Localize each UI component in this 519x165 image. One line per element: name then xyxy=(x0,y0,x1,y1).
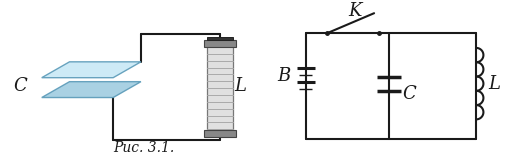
FancyBboxPatch shape xyxy=(208,47,233,130)
FancyBboxPatch shape xyxy=(204,40,236,47)
FancyBboxPatch shape xyxy=(204,130,236,137)
Text: B: B xyxy=(277,67,291,85)
Polygon shape xyxy=(42,82,141,98)
Text: L: L xyxy=(234,77,246,95)
Text: C: C xyxy=(402,85,416,103)
Text: K: K xyxy=(348,2,362,20)
Text: Рис. 3.1.: Рис. 3.1. xyxy=(113,141,174,155)
Text: C: C xyxy=(13,77,27,95)
Text: L: L xyxy=(488,75,500,93)
FancyBboxPatch shape xyxy=(208,37,233,40)
Polygon shape xyxy=(42,62,141,78)
